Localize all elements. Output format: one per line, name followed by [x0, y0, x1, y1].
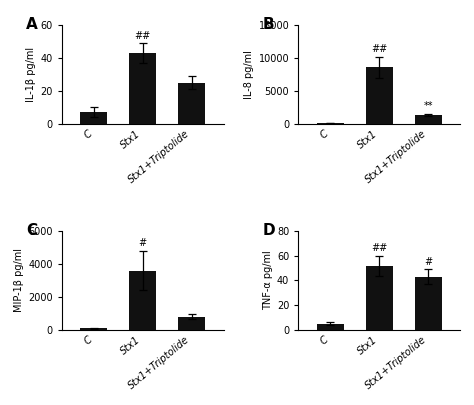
Bar [129, 271, 156, 330]
Text: B: B [263, 17, 274, 32]
Text: #: # [138, 239, 146, 248]
Bar [366, 266, 392, 330]
Bar [80, 112, 107, 124]
Bar [178, 83, 205, 124]
Bar [317, 123, 344, 124]
Bar [80, 328, 107, 330]
Y-axis label: IL-8 pg/ml: IL-8 pg/ml [245, 50, 255, 99]
Text: ##: ## [371, 44, 387, 54]
Y-axis label: TNF-α pg/ml: TNF-α pg/ml [263, 251, 273, 310]
Bar [178, 317, 205, 330]
Text: #: # [424, 257, 432, 267]
Text: D: D [263, 223, 275, 238]
Text: ##: ## [371, 243, 387, 254]
Bar [415, 277, 442, 330]
Y-axis label: IL-1β pg/ml: IL-1β pg/ml [26, 47, 36, 102]
Text: A: A [26, 17, 38, 32]
Bar [366, 67, 392, 124]
Bar [415, 115, 442, 124]
Bar [129, 53, 156, 124]
Text: ##: ## [135, 31, 151, 41]
Text: C: C [26, 223, 37, 238]
Bar [317, 324, 344, 330]
Text: **: ** [423, 101, 433, 111]
Y-axis label: MIP-1β pg/ml: MIP-1β pg/ml [14, 248, 24, 312]
